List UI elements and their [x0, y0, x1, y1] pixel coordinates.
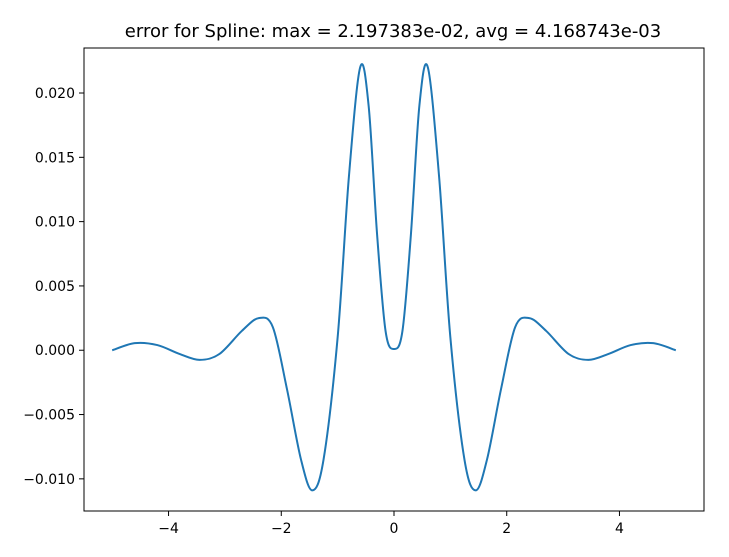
y-tick-label-4: 0.010	[35, 215, 75, 231]
x-tick-label-4: 4	[615, 521, 624, 537]
y-axis: −0.010 −0.005 0.000 0.005 0.010 0.015 0.020	[23, 86, 84, 488]
x-tick-label-0: −4	[158, 521, 179, 537]
x-tick-label-1: −2	[271, 521, 292, 537]
x-tick-label-3: 2	[502, 521, 511, 537]
y-tick-label-0: −0.010	[23, 472, 75, 488]
y-tick-label-3: 0.005	[35, 279, 75, 295]
y-tick-label-2: 0.000	[35, 343, 75, 359]
x-tick-label-2: 0	[390, 521, 399, 537]
y-tick-label-6: 0.020	[35, 86, 75, 102]
plot-frame	[83, 47, 705, 512]
series-line-0	[111, 63, 677, 492]
chart-title: error for Spline: max = 2.197383e-02, av…	[125, 21, 661, 42]
x-axis: −4 −2 0 2 4	[158, 511, 624, 537]
series-line-group	[111, 63, 677, 492]
y-tick-label-1: −0.005	[23, 408, 75, 424]
y-tick-label-5: 0.015	[35, 150, 75, 166]
